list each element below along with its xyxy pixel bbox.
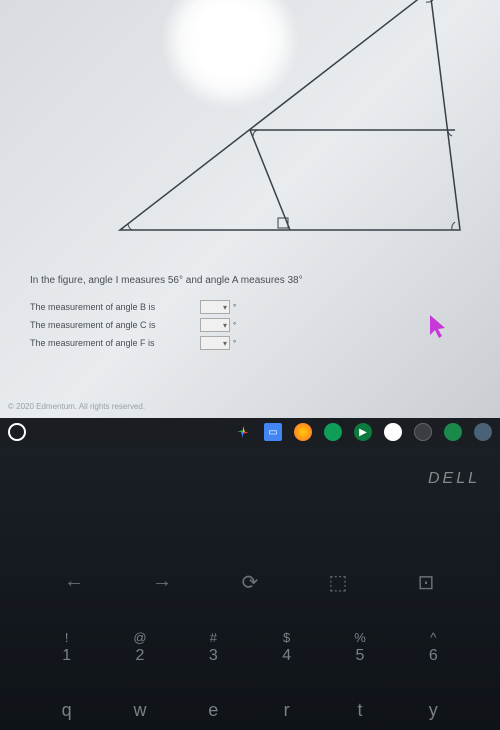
key-e[interactable]: e (193, 700, 233, 721)
answer-row: The measurement of angle B is ▾ ° (30, 300, 470, 314)
key-4[interactable]: $ 4 (267, 630, 307, 665)
key-t[interactable]: t (340, 700, 380, 721)
angle-f-dropdown[interactable]: ▾ (200, 336, 230, 350)
circle-icon[interactable] (8, 423, 26, 441)
key-2[interactable]: @ 2 (120, 630, 160, 665)
photos-icon[interactable] (234, 423, 252, 441)
overview-key[interactable]: ⊡ (406, 570, 446, 595)
key-1[interactable]: ! 1 (47, 630, 87, 665)
play-icon[interactable]: ▶ (354, 423, 372, 441)
answer-label-b: The measurement of angle B is (30, 302, 200, 312)
key-r[interactable]: r (267, 700, 307, 721)
key-q[interactable]: q (47, 700, 87, 721)
degree-suffix: ° (233, 321, 236, 330)
dell-logo: DELL (428, 470, 480, 488)
back-key[interactable]: ← (54, 570, 94, 595)
firefox-icon[interactable] (294, 423, 312, 441)
fullscreen-key[interactable]: ⬚ (318, 570, 358, 595)
letter-key-row: q w e r t y (0, 700, 500, 721)
angle-b-dropdown[interactable]: ▾ (200, 300, 230, 314)
key-y[interactable]: y (413, 700, 453, 721)
nav-key-row: ← → ⟳ ⬚ ⊡ (0, 570, 500, 595)
cursor-icon (430, 315, 448, 346)
key-6[interactable]: ^ 6 (413, 630, 453, 665)
taskbar: ▭ ▶ (0, 418, 500, 445)
question-prompt: In the figure, angle I measures 56° and … (30, 275, 470, 286)
key-3[interactable]: # 3 (193, 630, 233, 665)
screen-content: In the figure, angle I measures 56° and … (0, 0, 500, 445)
docs-icon[interactable]: ▭ (264, 423, 282, 441)
inner-vertical (250, 130, 290, 230)
app-icon[interactable] (474, 423, 492, 441)
forward-key[interactable]: → (142, 570, 182, 595)
camera-icon[interactable] (414, 423, 432, 441)
question-area: In the figure, angle I measures 56° and … (30, 275, 470, 354)
answer-row: The measurement of angle F is ▾ ° (30, 336, 470, 350)
answer-row: The measurement of angle C is ▾ ° (30, 318, 470, 332)
answer-label-f: The measurement of angle F is (30, 338, 200, 348)
hangouts-icon[interactable] (384, 423, 402, 441)
copyright-text: © 2020 Edmentum. All rights reserved. (8, 402, 145, 411)
drive-icon[interactable] (324, 423, 342, 441)
answer-rows: The measurement of angle B is ▾ ° The me… (30, 300, 470, 350)
messages-icon[interactable] (444, 423, 462, 441)
laptop-body: DELL ← → ⟳ ⬚ ⊡ ! 1 @ 2 # 3 $ 4 % 5 ^ 6 (0, 445, 500, 730)
key-w[interactable]: w (120, 700, 160, 721)
degree-suffix: ° (233, 339, 236, 348)
number-key-row: ! 1 @ 2 # 3 $ 4 % 5 ^ 6 (0, 630, 500, 665)
angle-c-dropdown[interactable]: ▾ (200, 318, 230, 332)
refresh-key[interactable]: ⟳ (230, 570, 270, 595)
degree-suffix: ° (233, 303, 236, 312)
key-5[interactable]: % 5 (340, 630, 380, 665)
answer-label-c: The measurement of angle C is (30, 320, 200, 330)
